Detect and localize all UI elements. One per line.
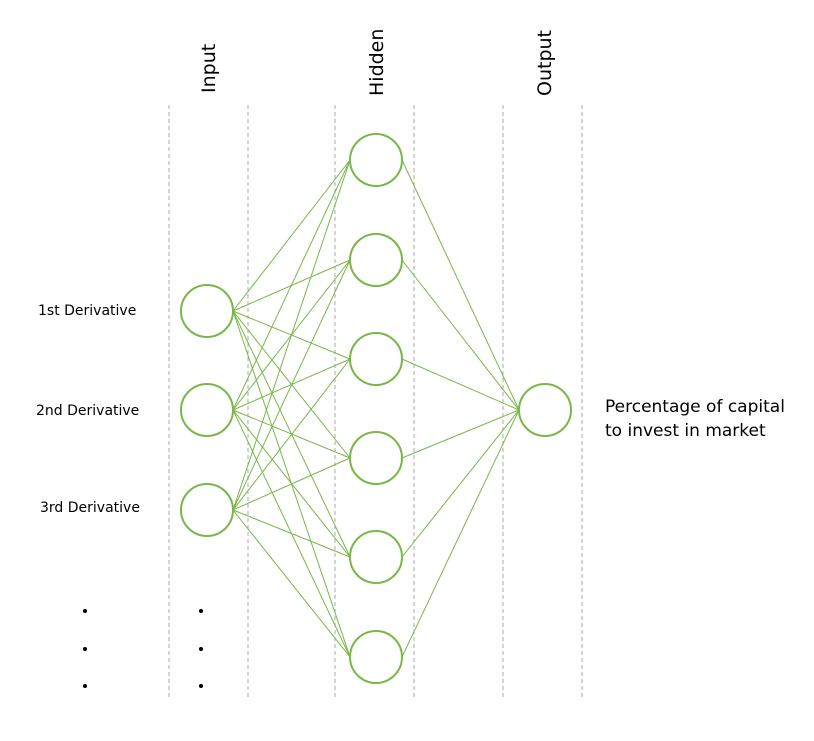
edge-hidden-2-output-1 <box>401 259 520 411</box>
ellipsis-input-column <box>199 609 203 688</box>
output-node-1 <box>518 383 572 437</box>
edge-hidden-6-output-1 <box>401 409 520 658</box>
ellipsis-dot <box>83 609 87 613</box>
output-column-title: Output <box>534 30 556 96</box>
ellipsis-dot <box>199 609 203 613</box>
ellipsis-dot <box>83 684 87 688</box>
edge-input-3-hidden-1 <box>232 159 351 511</box>
input-label-1st-derivative: 1st Derivative <box>38 303 136 319</box>
edge-input-3-hidden-2 <box>232 259 351 511</box>
input-label-2nd-derivative: 2nd Derivative <box>36 403 139 419</box>
edge-input-3-hidden-5 <box>232 509 351 558</box>
hidden-node-1 <box>349 133 403 187</box>
output-label-line-2: to invest in market <box>605 421 766 441</box>
input-node-2 <box>180 383 234 437</box>
ellipsis-dot <box>83 647 87 651</box>
edge-input-1-hidden-1 <box>232 159 351 312</box>
edge-hidden-4-output-1 <box>401 409 520 459</box>
input-node-3 <box>180 483 234 537</box>
ellipsis-labels-column <box>83 609 87 688</box>
input-node-1 <box>180 284 234 338</box>
hidden-node-3 <box>349 332 403 386</box>
edge-input-2-hidden-1 <box>232 159 351 411</box>
edge-input-3-hidden-6 <box>232 509 351 658</box>
hidden-node-6 <box>349 630 403 684</box>
edge-input-3-hidden-4 <box>232 457 351 511</box>
hidden-node-2 <box>349 233 403 287</box>
ellipsis-dot <box>199 684 203 688</box>
input-label-3rd-derivative: 3rd Derivative <box>40 500 140 516</box>
ellipsis-dot <box>199 647 203 651</box>
edge-hidden-1-output-1 <box>401 159 520 411</box>
hidden-node-5 <box>349 530 403 584</box>
output-label-line-1: Percentage of capital <box>605 397 785 417</box>
network-nodes <box>180 133 572 684</box>
edge-input-3-hidden-3 <box>232 358 351 511</box>
input-column-title: Input <box>198 44 220 93</box>
connection-edges <box>232 159 520 658</box>
edge-hidden-3-output-1 <box>401 358 520 411</box>
hidden-node-4 <box>349 431 403 485</box>
edge-hidden-5-output-1 <box>401 409 520 558</box>
hidden-column-title: Hidden <box>366 29 388 96</box>
